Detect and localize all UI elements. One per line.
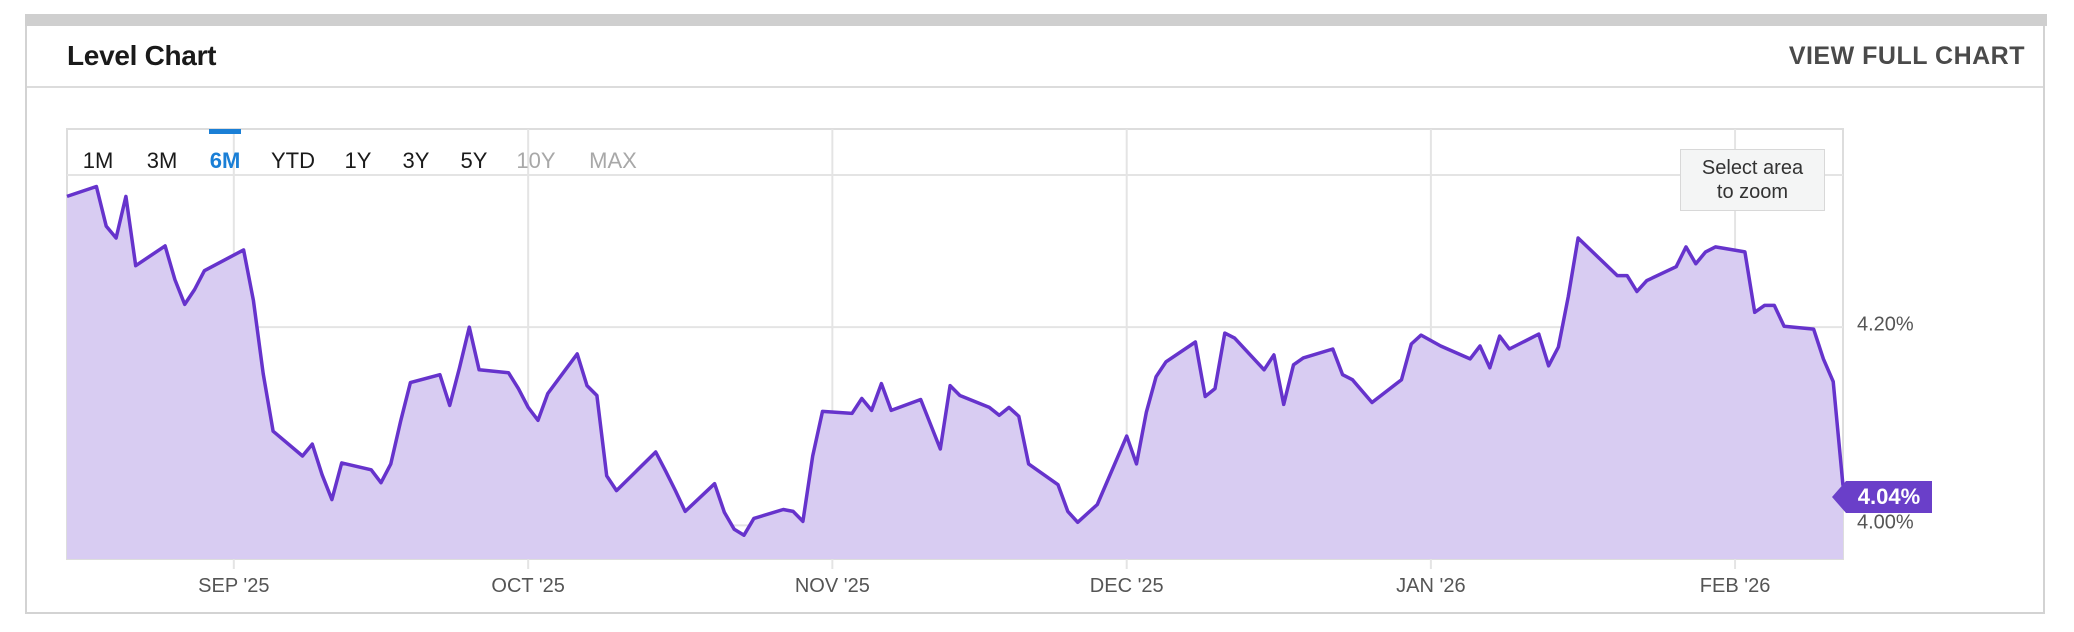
y-tick-label: 4.20% (1857, 313, 1914, 335)
x-tick-label: FEB '26 (1700, 575, 1771, 597)
y-axis-tick-labels: 4.00% 4.20% (1857, 313, 1914, 533)
x-tick-label: JAN '26 (1396, 575, 1465, 597)
view-full-chart-link[interactable]: VIEW FULL CHART (1788, 42, 2025, 70)
select-area-to-zoom-hint: Select area to zoom (1680, 149, 1825, 211)
card-header: Level Chart VIEW FULL CHART (27, 26, 2043, 88)
range-button-3m[interactable]: 3M (147, 148, 178, 173)
range-button-3y[interactable]: 3Y (403, 148, 430, 173)
x-tick-label: SEP '25 (198, 575, 269, 597)
series-area-fill (67, 186, 1843, 559)
zoom-hint-line-2: to zoom (1716, 181, 1789, 203)
card-title: Level Chart (67, 40, 217, 71)
range-button-1m[interactable]: 1M (83, 148, 114, 173)
x-tick-label: DEC '25 (1090, 575, 1164, 597)
range-button-max[interactable]: MAX (589, 148, 637, 173)
range-button-6m[interactable]: 6M (210, 148, 241, 173)
y-tick-label: 4.00% (1857, 512, 1914, 534)
x-axis-tick-labels: SEP '25 OCT '25 NOV '25 DEC '25 JAN '26 FEB '… (198, 575, 1770, 597)
last-value-badge: 4.04% (1832, 481, 1932, 513)
range-button-1y[interactable]: 1Y (345, 148, 372, 173)
x-tick-label: NOV '25 (795, 575, 870, 597)
series-line (66, 184, 1845, 537)
zoom-hint-line-1: Select area (1701, 157, 1804, 179)
active-range-indicator (209, 129, 241, 134)
card-top-strip (25, 14, 2047, 26)
range-selector: 1M 3M 6M YTD 1Y 3Y 5Y 10Y MAX (83, 148, 637, 173)
range-button-ytd[interactable]: YTD (271, 148, 315, 173)
range-button-10y[interactable]: 10Y (516, 148, 555, 173)
range-button-5y[interactable]: 5Y (461, 148, 488, 173)
x-tick-label: OCT '25 (491, 575, 564, 597)
